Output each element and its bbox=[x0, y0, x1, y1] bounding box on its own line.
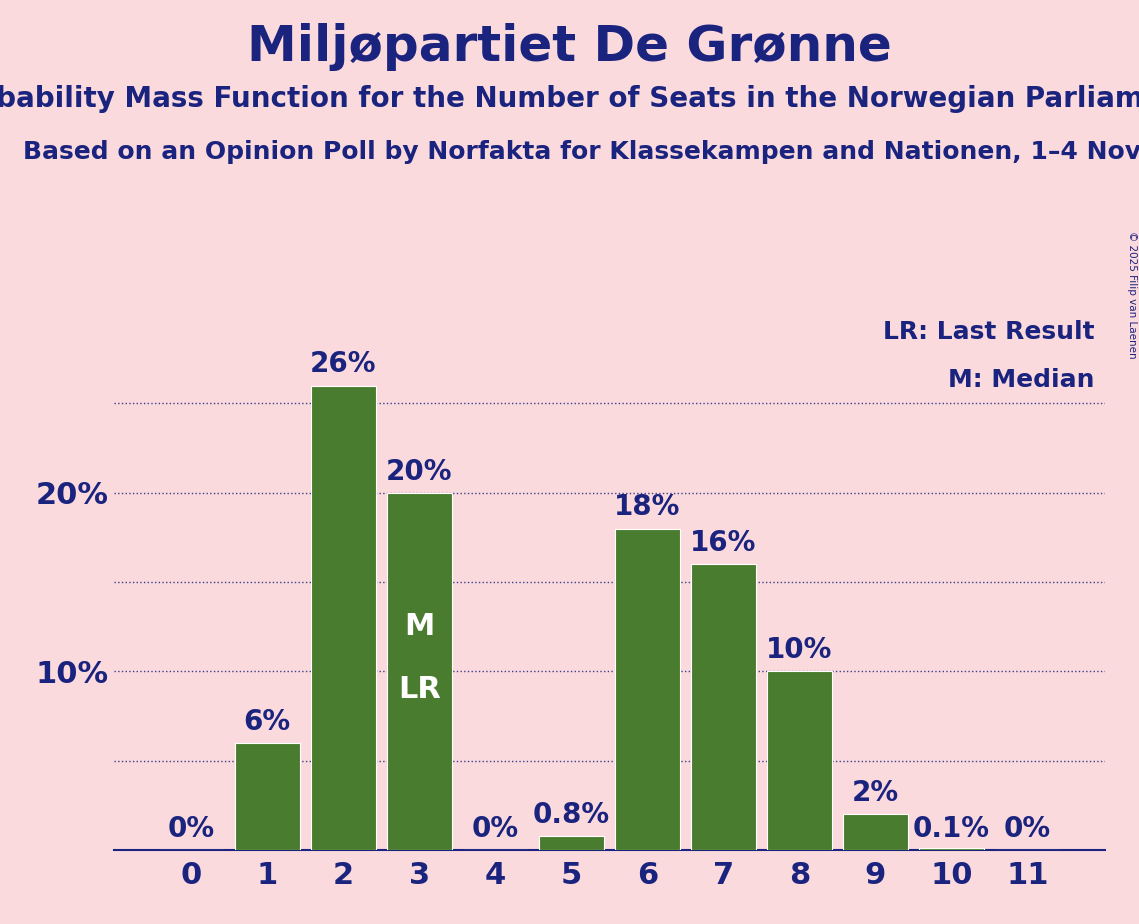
Bar bbox=[387, 492, 452, 850]
Bar bbox=[919, 848, 984, 850]
Text: 6%: 6% bbox=[244, 708, 290, 736]
Bar bbox=[615, 529, 680, 850]
Text: 20%: 20% bbox=[386, 457, 452, 486]
Text: 0%: 0% bbox=[472, 815, 519, 843]
Text: M: Median: M: Median bbox=[949, 368, 1095, 392]
Text: Based on an Opinion Poll by Norfakta for Klassekampen and Nationen, 1–4 November: Based on an Opinion Poll by Norfakta for… bbox=[23, 140, 1139, 164]
Bar bbox=[539, 836, 604, 850]
Bar bbox=[767, 672, 831, 850]
Text: 26%: 26% bbox=[310, 350, 377, 379]
Text: 0.1%: 0.1% bbox=[913, 815, 990, 843]
Text: 2%: 2% bbox=[852, 779, 899, 808]
Bar bbox=[691, 565, 755, 850]
Text: Probability Mass Function for the Number of Seats in the Norwegian Parliament: Probability Mass Function for the Number… bbox=[0, 85, 1139, 113]
Text: © 2025 Filip van Laenen: © 2025 Filip van Laenen bbox=[1126, 231, 1137, 359]
Text: 16%: 16% bbox=[690, 529, 756, 557]
Text: LR: Last Result: LR: Last Result bbox=[884, 320, 1095, 344]
Text: 0%: 0% bbox=[1003, 815, 1051, 843]
Text: LR: LR bbox=[398, 675, 441, 704]
Bar bbox=[843, 814, 908, 850]
Text: 18%: 18% bbox=[614, 493, 681, 521]
Text: Miljøpartiet De Grønne: Miljøpartiet De Grønne bbox=[247, 23, 892, 71]
Text: M: M bbox=[404, 613, 434, 641]
Bar bbox=[311, 385, 376, 850]
Text: 0%: 0% bbox=[167, 815, 215, 843]
Bar bbox=[235, 743, 300, 850]
Text: 0.8%: 0.8% bbox=[533, 800, 609, 829]
Text: 10%: 10% bbox=[767, 637, 833, 664]
